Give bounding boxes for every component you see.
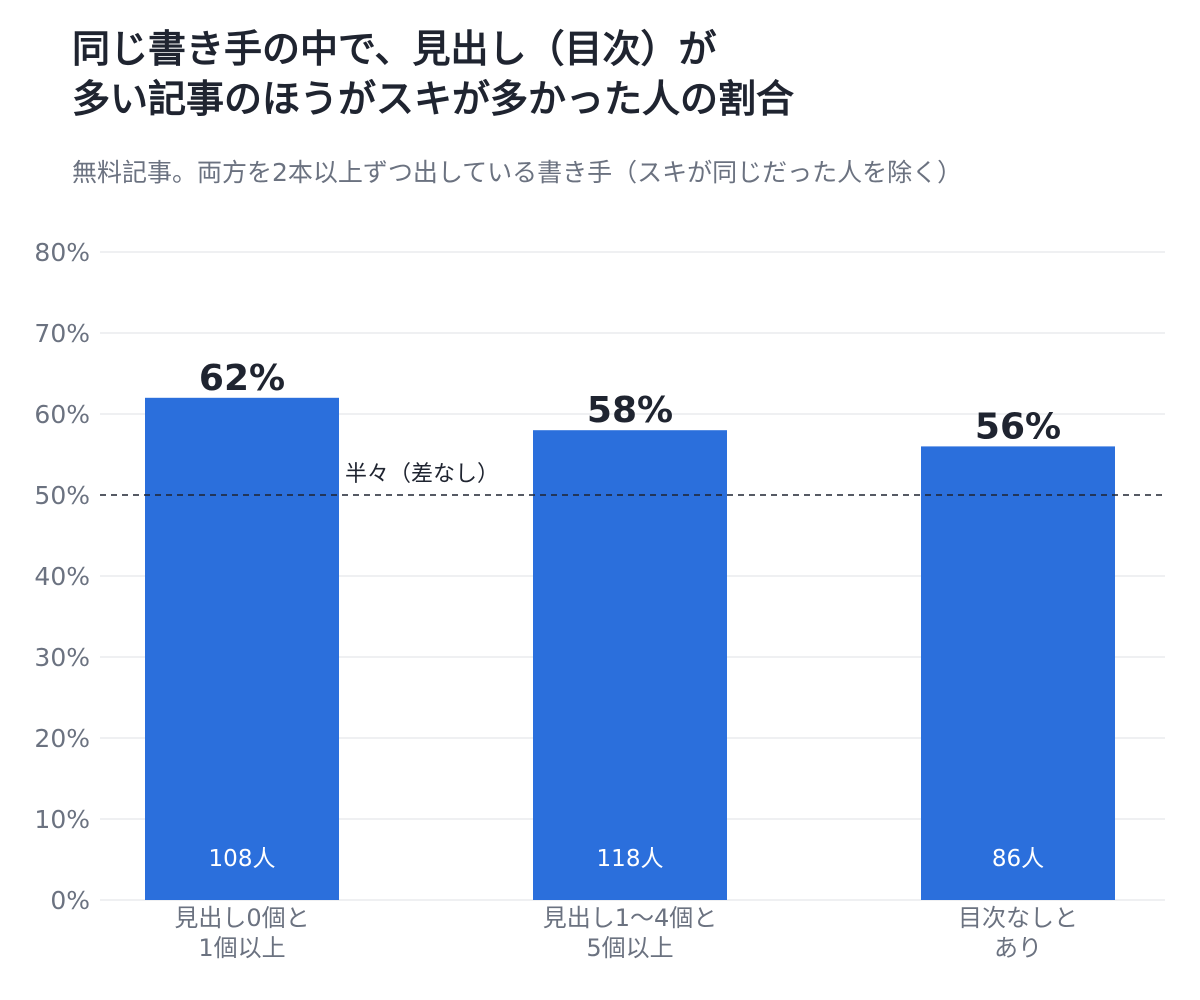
y-tick-label: 60%: [34, 400, 90, 429]
count-label: 86人: [992, 846, 1044, 872]
bar: [921, 446, 1115, 900]
y-tick-label: 10%: [34, 805, 90, 834]
data-label: 62%: [199, 358, 285, 399]
y-tick-label: 50%: [34, 481, 90, 510]
data-label: 58%: [587, 390, 673, 431]
x-category-label: 目次なしと: [958, 904, 1078, 932]
count-label: 118人: [597, 846, 664, 872]
y-tick-label: 70%: [34, 319, 90, 348]
bar: [533, 430, 727, 900]
x-category-label: あり: [994, 934, 1042, 962]
data-label: 56%: [975, 406, 1061, 447]
chart-title-line-1: 同じ書き手の中で、見出し（目次）が: [72, 27, 717, 71]
count-label: 108人: [209, 846, 276, 872]
x-category-label: 1個以上: [198, 934, 285, 962]
bar: [145, 397, 339, 900]
chart-title: 同じ書き手の中で、見出し（目次）が 多い記事のほうがスキが多かった人の割合: [72, 24, 1152, 124]
y-tick-label: 40%: [34, 562, 90, 591]
chart-subtitle: 無料記事。両方を2本以上ずつ出している書き手（スキが同じだった人を除く）: [72, 158, 963, 187]
y-tick-label: 80%: [34, 238, 90, 267]
reference-line-label: 半々（差なし）: [345, 462, 499, 487]
y-tick-label: 30%: [34, 643, 90, 672]
x-category-label: 5個以上: [586, 934, 673, 962]
y-tick-label: 0%: [50, 886, 90, 915]
x-category-label: 見出し1〜4個と: [543, 904, 718, 932]
y-tick-label: 20%: [34, 724, 90, 753]
chart-title-line-2: 多い記事のほうがスキが多かった人の割合: [72, 77, 795, 121]
x-category-label: 見出し0個と: [174, 904, 309, 932]
